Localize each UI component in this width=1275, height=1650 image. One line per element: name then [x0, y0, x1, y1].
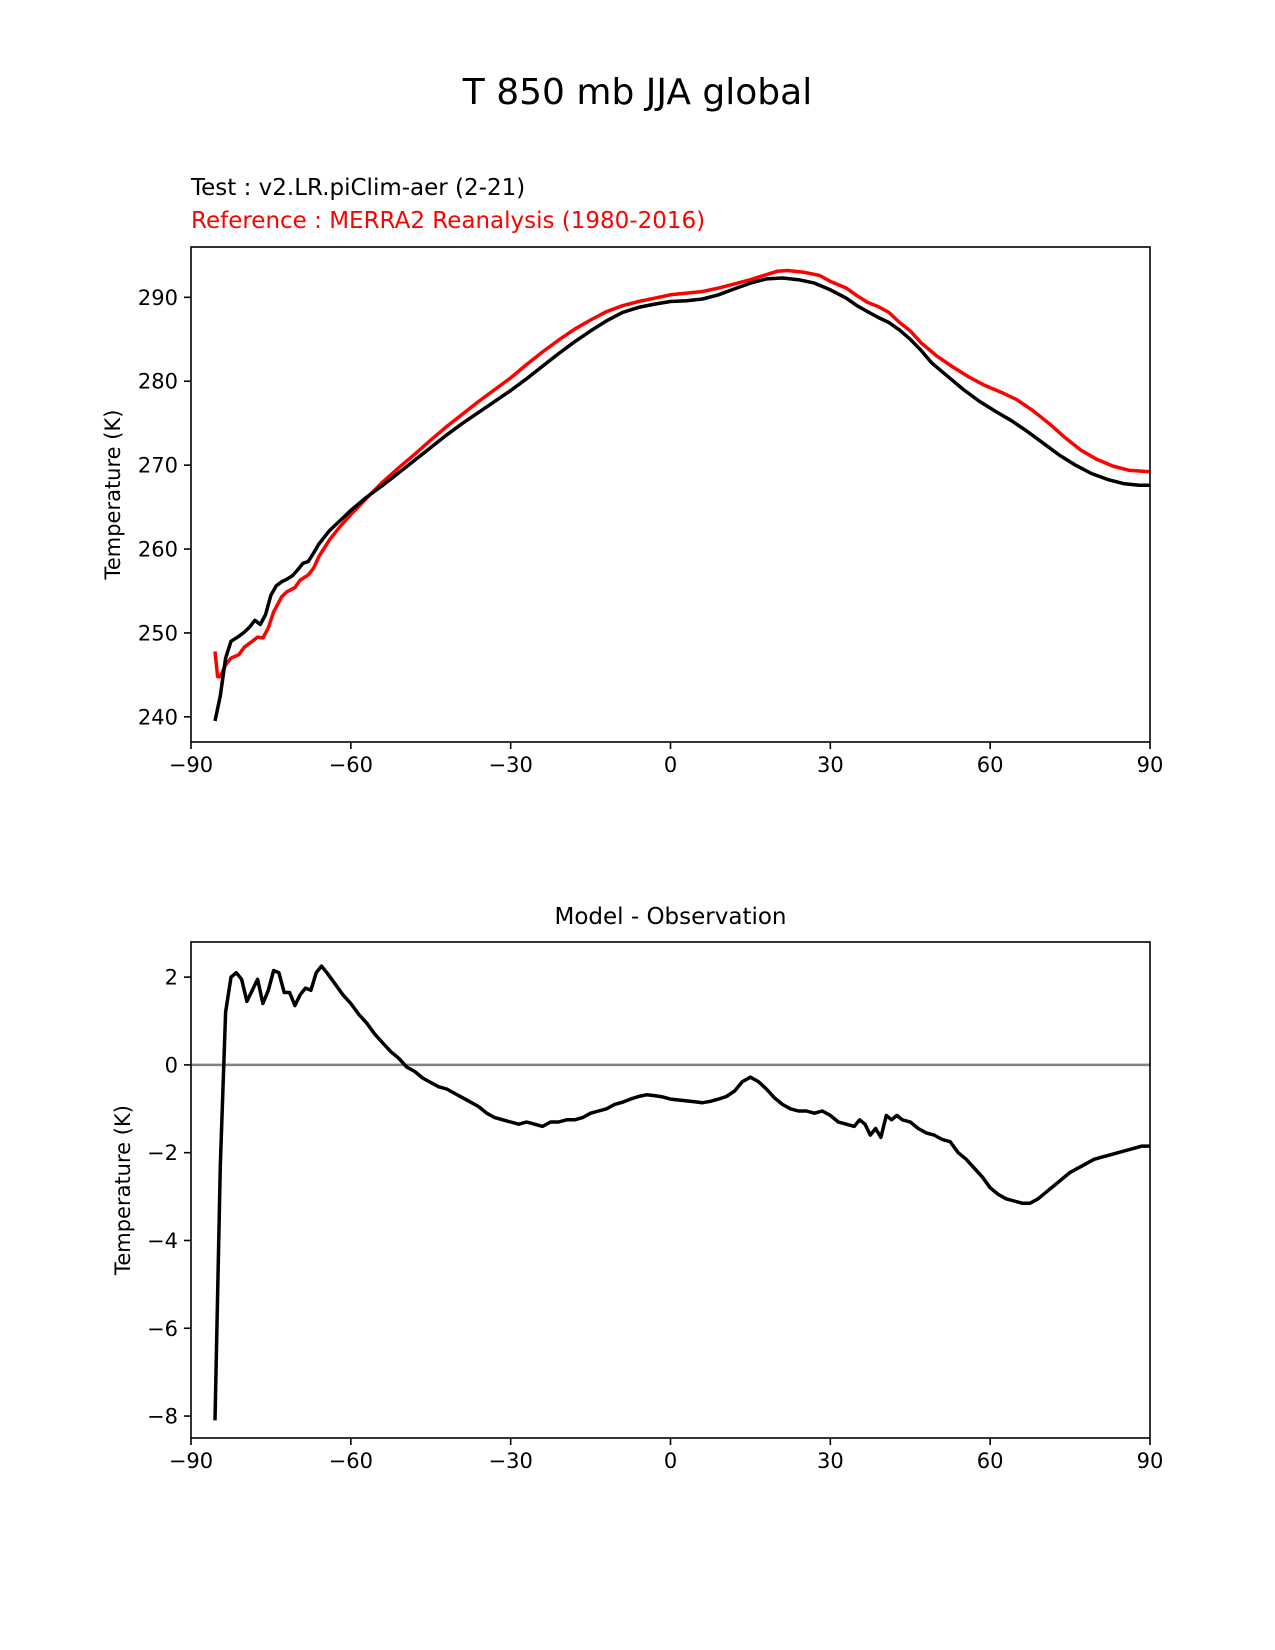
x-tick-label: 30 [817, 753, 844, 777]
y-tick-label: 250 [138, 621, 178, 645]
x-tick-label: −30 [489, 1449, 533, 1473]
figure-title: T 850 mb JJA global [462, 72, 813, 113]
y-axis-label: Temperature (K) [111, 1105, 135, 1276]
x-tick-label: 90 [1137, 1449, 1164, 1473]
x-tick-label: −60 [329, 1449, 373, 1473]
y-axis-label: Temperature (K) [101, 410, 125, 581]
x-tick-label: −90 [169, 753, 213, 777]
x-tick-label: 0 [664, 753, 677, 777]
y-tick-label: −2 [147, 1141, 178, 1165]
y-tick-label: −4 [147, 1229, 178, 1253]
y-tick-label: 2 [165, 966, 178, 990]
y-tick-label: −8 [147, 1405, 178, 1429]
y-tick-label: 290 [138, 286, 178, 310]
x-tick-label: −30 [489, 753, 533, 777]
y-tick-label: 240 [138, 705, 178, 729]
axes-frame [190, 941, 1151, 1439]
x-tick-label: −90 [169, 1449, 213, 1473]
difference-chart-title: Model - Observation [554, 904, 787, 930]
axes-frame [190, 246, 1151, 743]
temperature-chart: −90 −60 −30 0 30 60 90 240 250 260 270 280 290 Temper… [101, 246, 1164, 777]
reference-label: Reference : MERRA2 Reanalysis (1980-2016… [191, 208, 706, 234]
reference-series-line [213, 268, 1151, 679]
y-tick-label: 260 [138, 538, 178, 562]
x-tick-label: 30 [817, 1449, 844, 1473]
x-tick-label: 60 [977, 753, 1004, 777]
test-label: Test : v2.LR.piClim-aer (2-21) [191, 175, 526, 201]
y-tick-label: 270 [138, 454, 178, 478]
x-tick-label: −60 [329, 753, 373, 777]
difference-series-line [213, 964, 1150, 1421]
y-tick-label: 280 [138, 370, 178, 394]
x-tick-label: 90 [1137, 753, 1164, 777]
y-tick-label: 0 [165, 1053, 178, 1077]
test-series-line [213, 276, 1150, 722]
difference-chart: −90 −60 −30 0 30 60 90 −8 −6 −4 −2 0 2 Temperature (K… [111, 941, 1164, 1473]
y-tick-label: −6 [147, 1317, 178, 1341]
x-tick-label: 60 [977, 1449, 1004, 1473]
x-tick-label: 0 [664, 1449, 677, 1473]
